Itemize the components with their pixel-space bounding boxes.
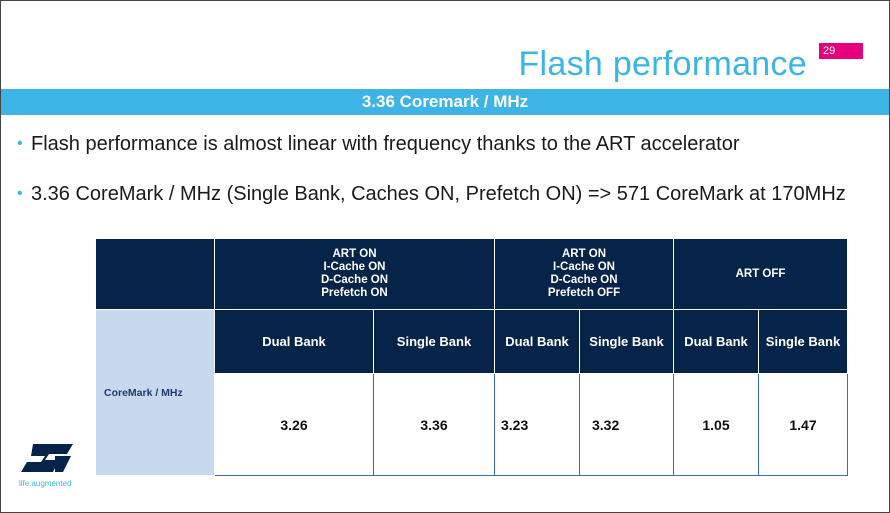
value-cell: 1.47 <box>758 373 848 476</box>
st-logo-icon <box>21 444 73 472</box>
value-cell: 1.05 <box>673 373 759 476</box>
header-group-art-on-prefetch-off: ART ON I-Cache ON D-Cache ON Prefetch OF… <box>494 238 674 310</box>
performance-table: ART ON I-Cache ON D-Cache ON Prefetch ON… <box>95 238 848 476</box>
header-line: ART ON <box>561 248 607 260</box>
row-label-coremark: CoreMark / MHz <box>95 309 215 476</box>
value-cell: 3.36 <box>373 373 495 476</box>
bullet-item: • Flash performance is almost linear wit… <box>17 132 740 156</box>
slide-title: Flash performance <box>518 45 807 83</box>
value-cell: 3.23 <box>494 373 580 476</box>
logo-tagline: life.augmented <box>19 479 72 488</box>
bullet-text: 3.36 CoreMark / MHz (Single Bank, Caches… <box>31 183 846 205</box>
header-line: ART ON <box>332 248 377 260</box>
subheader-single-bank: Single Bank <box>758 309 848 374</box>
bullet-item: • 3.36 CoreMark / MHz (Single Bank, Cach… <box>17 182 861 206</box>
header-line: D-Cache ON <box>550 274 618 286</box>
bullet-dot-icon: • <box>17 135 23 152</box>
st-logo: life.augmented <box>19 442 75 488</box>
header-line: ART OFF <box>735 267 786 280</box>
header-line: D-Cache ON <box>320 274 389 286</box>
page-number-badge: 29 <box>819 43 863 59</box>
subheader-single-bank: Single Bank <box>579 309 674 374</box>
header-line: I-Cache ON <box>323 261 386 273</box>
table-corner-cell <box>95 238 215 310</box>
subheader-dual-bank: Dual Bank <box>494 309 580 374</box>
header-group-art-on-prefetch-on: ART ON I-Cache ON D-Cache ON Prefetch ON <box>214 238 495 310</box>
header-line: I-Cache ON <box>553 261 615 273</box>
subheader-single-bank: Single Bank <box>373 309 495 374</box>
header-line: Prefetch OFF <box>547 287 621 299</box>
header-group-art-off: ART OFF <box>673 238 848 310</box>
header-line: Prefetch ON <box>321 287 388 299</box>
subheader-dual-bank: Dual Bank <box>214 309 374 374</box>
value-cell: 3.26 <box>214 373 374 476</box>
bullet-text: Flash performance is almost linear with … <box>31 133 740 155</box>
bullet-dot-icon: • <box>17 185 23 202</box>
subtitle-banner: 3.36 Coremark / MHz <box>1 89 889 115</box>
subheader-dual-bank: Dual Bank <box>673 309 759 374</box>
value-cell: 3.32 <box>579 373 674 476</box>
